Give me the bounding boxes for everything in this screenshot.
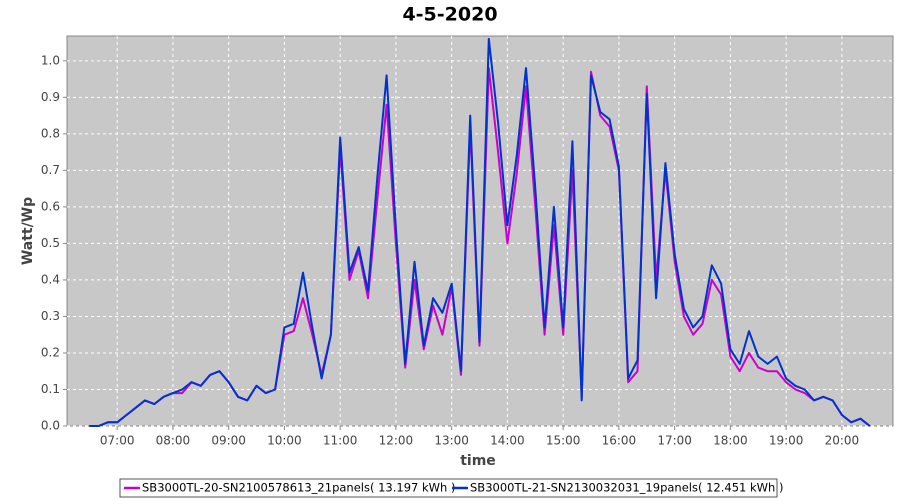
legend	[119, 478, 778, 498]
x-tick-label: 14:00	[490, 434, 525, 448]
y-tick-label: 0.9	[41, 90, 60, 104]
y-tick-label: 0.5	[41, 236, 60, 250]
y-axis-label: Watt/Wp	[20, 197, 36, 265]
y-tick-label: 0.7	[41, 163, 60, 177]
chart-title: 4-5-2020	[402, 4, 497, 26]
series-line	[89, 37, 871, 427]
y-tick-label: 0.3	[41, 309, 60, 323]
y-tick-label: 0.0	[41, 419, 60, 433]
x-tick-label: 11:00	[323, 434, 358, 448]
y-tick-label: 0.2	[41, 345, 60, 359]
x-tick-label: 17:00	[657, 434, 692, 448]
x-tick-label: 09:00	[211, 434, 246, 448]
x-axis-label: time	[460, 453, 496, 469]
x-tick-label: 12:00	[379, 434, 414, 448]
x-tick-label: 07:00	[100, 434, 135, 448]
y-tick-label: 1.0	[41, 53, 60, 67]
x-tick-label: 10:00	[267, 434, 302, 448]
x-tick-label: 15:00	[546, 434, 581, 448]
y-tick-label: 0.1	[41, 382, 60, 396]
x-tick-label: 18:00	[713, 434, 748, 448]
legend-label: SB3000TL-20-SN2100578613_21panels( 13.19…	[142, 481, 455, 495]
x-tick-label: 16:00	[602, 434, 637, 448]
y-tick-label: 0.4	[41, 272, 60, 286]
x-tick-label: 20:00	[825, 434, 860, 448]
x-tick-label: 19:00	[769, 434, 804, 448]
x-tick-label: 13:00	[434, 434, 469, 448]
plot-area	[66, 35, 894, 427]
x-tick-label: 08:00	[156, 434, 191, 448]
legend-label: SB3000TL-21-SN2130032031_19panels( 12.45…	[470, 481, 783, 495]
y-tick-label: 0.6	[41, 199, 60, 213]
y-tick-label: 0.8	[41, 126, 60, 140]
